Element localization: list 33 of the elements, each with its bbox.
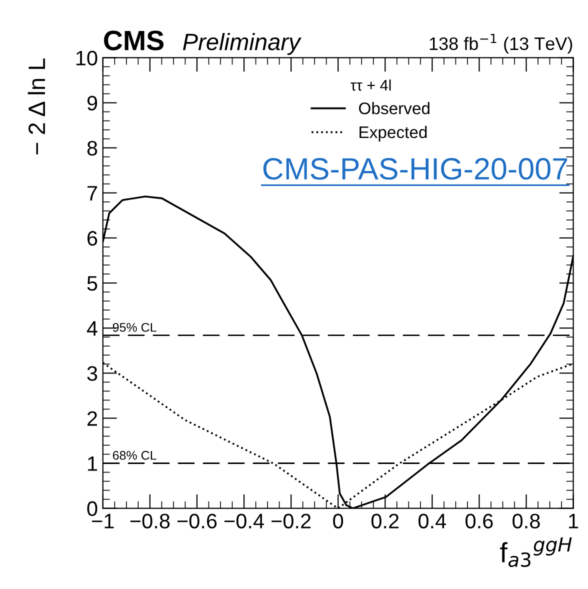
x-tick-label: 1	[569, 514, 578, 528]
y-tick-label: 2	[88, 411, 97, 426]
x-tick-label: −0.8	[130, 514, 170, 528]
text: 138 fb$^{−1}$ (13 TeV)	[430, 34, 572, 54]
y-tick-label: 6	[88, 230, 98, 246]
x-tick-label: 0	[333, 514, 344, 528]
y-axis-title: − 2 Δ ln L	[28, 58, 45, 154]
x-tick-label: −1	[92, 514, 114, 528]
y-tick-label: 1	[88, 456, 98, 471]
y-tick-label: 9	[87, 96, 98, 111]
ref-line-label: 68% CL	[112, 450, 156, 460]
x-tick-label: 0.6	[466, 514, 493, 528]
ref-line-label: 95% CL	[112, 322, 156, 332]
y-tick-label: 7	[88, 186, 97, 200]
x-tick-label: 0.8	[512, 514, 540, 528]
y-tick-label: 10	[76, 50, 98, 66]
y-tick-label: 0	[87, 501, 98, 516]
x-tick-label: 0.4	[418, 514, 446, 528]
y-tick-label: 5	[87, 276, 98, 291]
annotation: CMS-PAS-HIG-20-007	[263, 158, 568, 180]
chart-title: CMS	[104, 30, 164, 50]
x-axis-title: f$_{a3}$$^{ggH}$	[500, 537, 572, 568]
x-tick-label: −0.4	[224, 514, 264, 528]
x-tick-label: −0.6	[177, 514, 217, 528]
x-tick-label: −0.2	[272, 514, 311, 528]
legend-label: Expected	[360, 126, 427, 142]
y-tick-label: 8	[87, 140, 98, 156]
legend-label: Observed	[359, 102, 430, 114]
chart-subtitle: Preliminary	[183, 32, 302, 55]
y-tick-label: 4	[86, 321, 98, 336]
legend-title: ττ + 4l	[350, 79, 391, 91]
y-tick-label: 3	[87, 366, 98, 381]
x-tick-label: 0.2	[371, 514, 399, 528]
